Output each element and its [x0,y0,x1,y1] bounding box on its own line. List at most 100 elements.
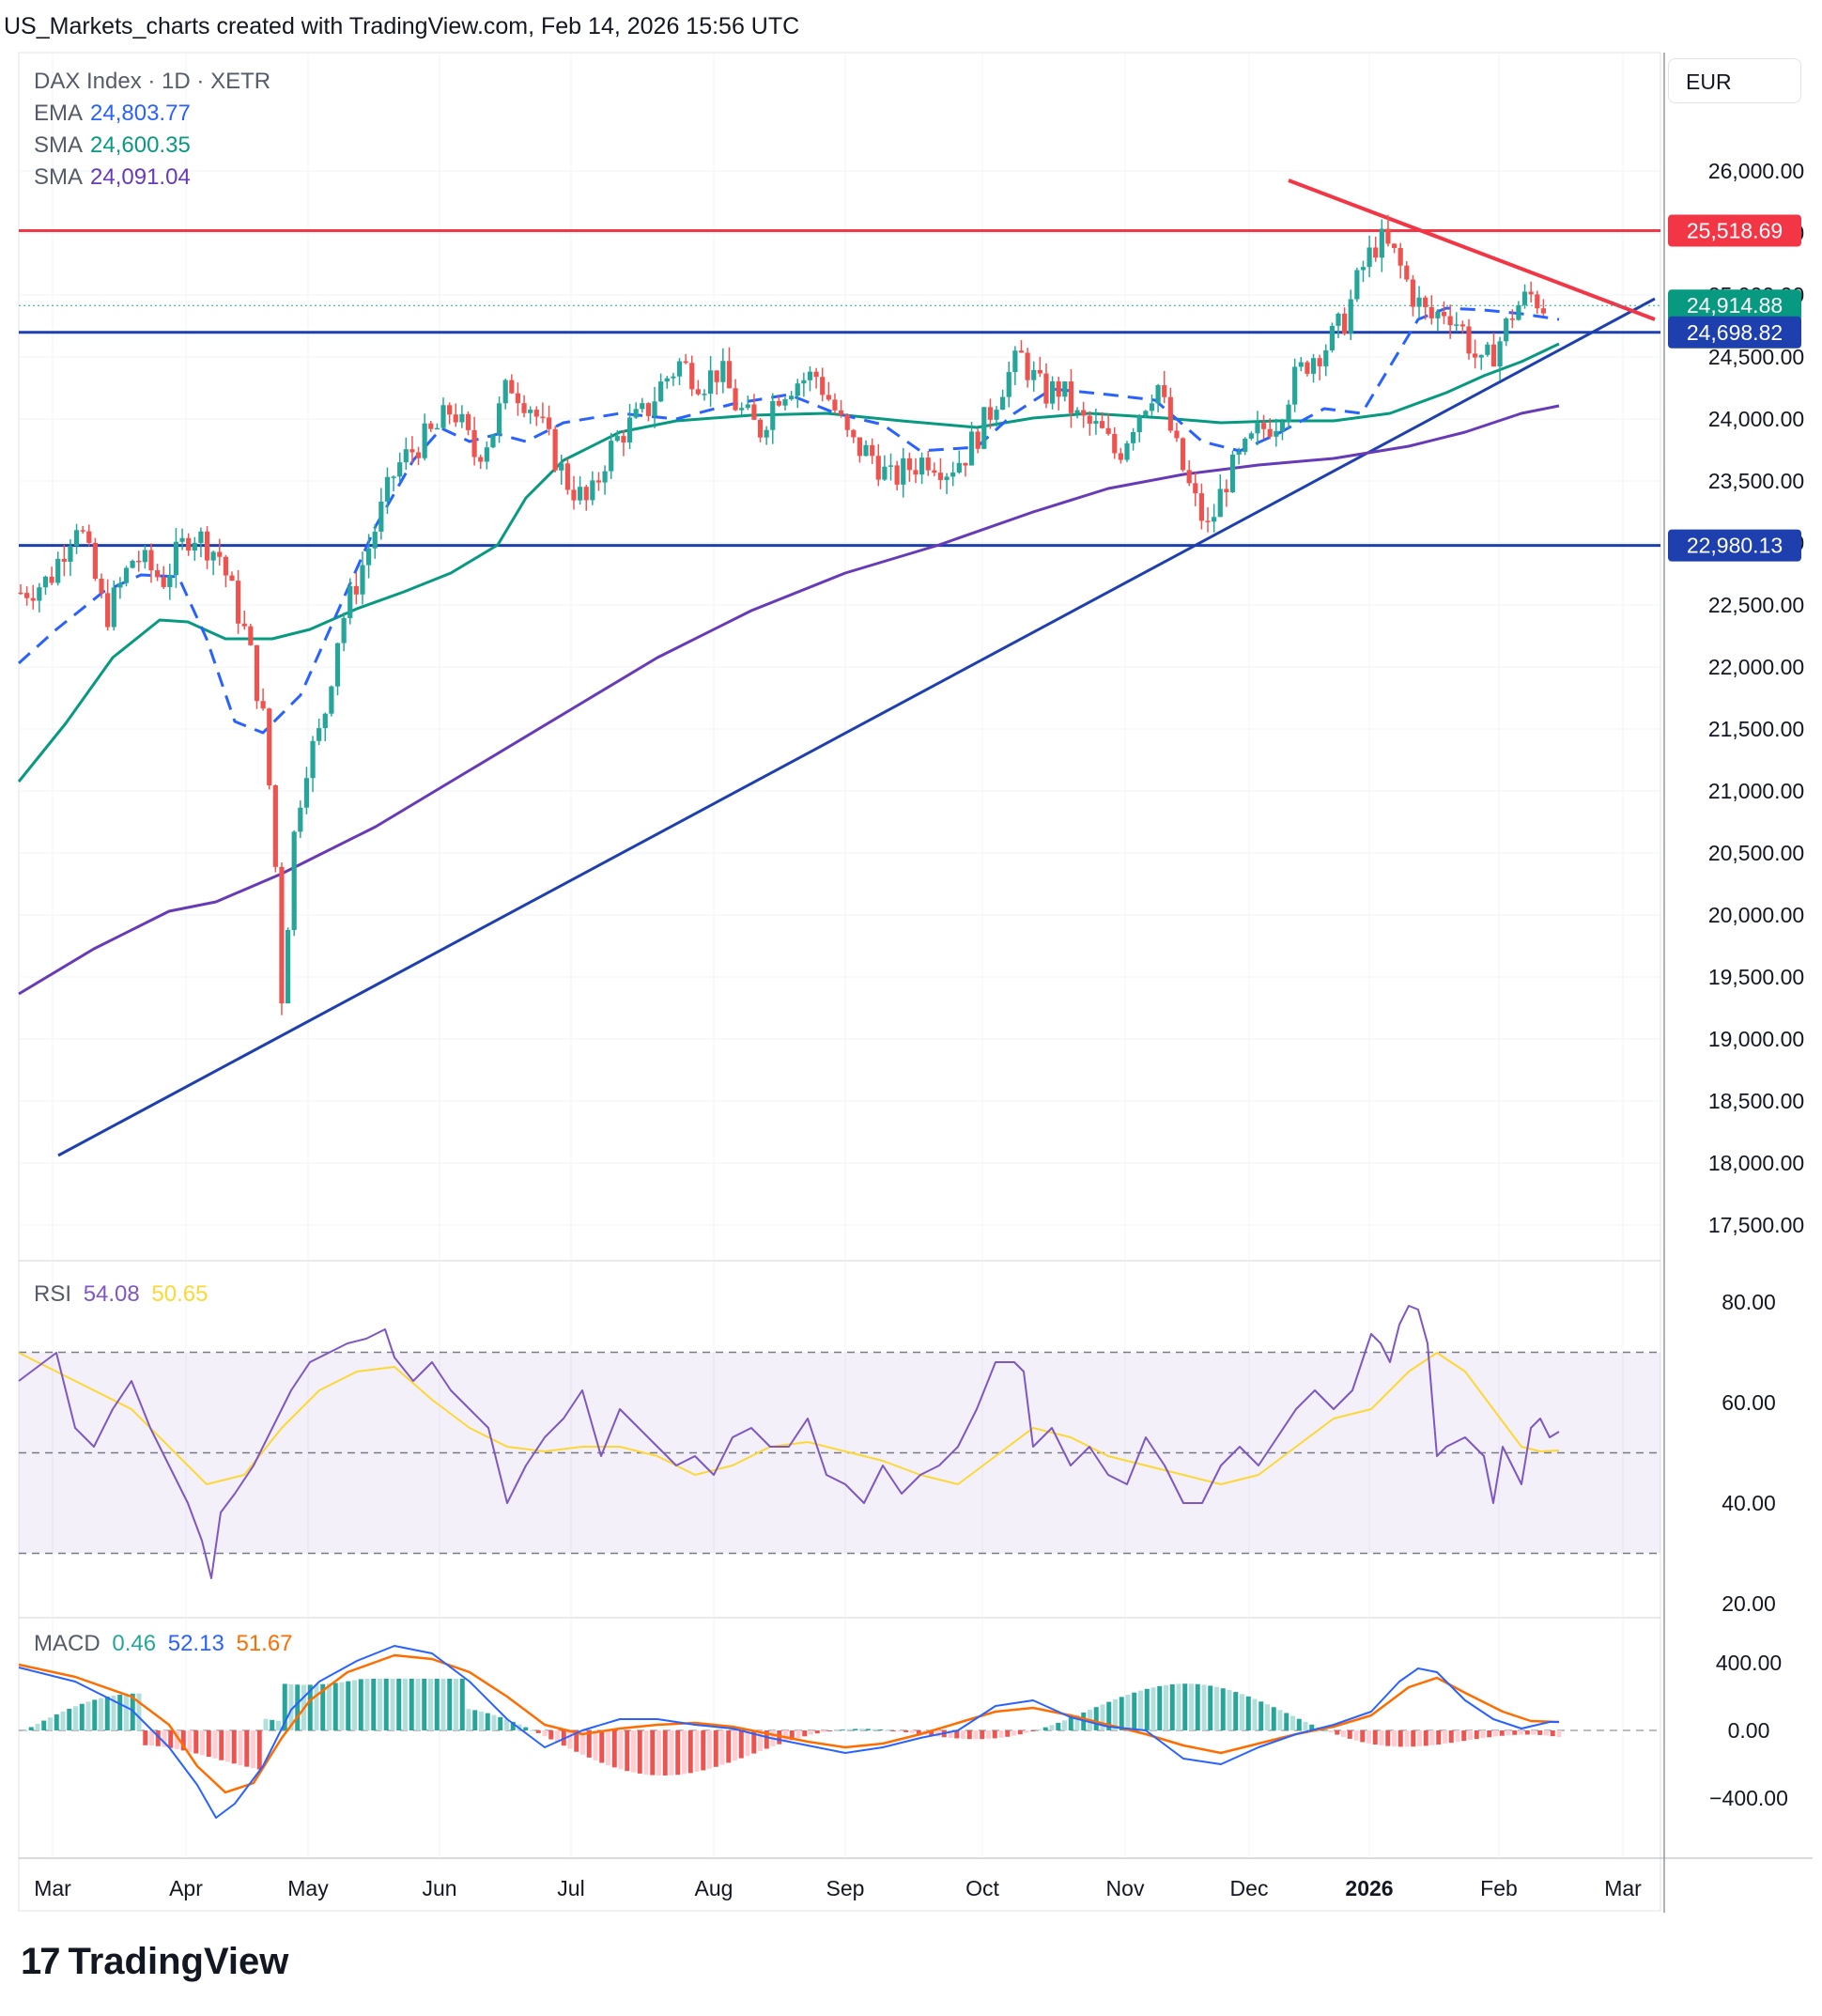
candle-body [540,416,546,419]
tradingview-logo-text: TradingView [68,1941,289,1982]
candle-body [602,471,608,483]
macd-histogram-bar [92,1699,98,1730]
macd-histogram-bar [352,1680,357,1730]
macd-histogram-bar [1220,1688,1226,1730]
candle-body [105,593,111,628]
macd-histogram-bar [1113,1698,1118,1730]
month-tick-label: Aug [695,1876,733,1900]
candle-body [1391,243,1397,248]
rsi-label: RSI [34,1281,72,1307]
macd-histogram-bar [263,1718,269,1730]
candle-body [217,551,223,557]
sma200-label: SMA [34,164,84,190]
candle-body [1478,354,1484,358]
sma200-row[interactable]: SMA 24,091.04 [34,162,270,194]
macd-histogram-bar [542,1730,548,1737]
candle-body [695,389,701,395]
candle-body [925,457,931,471]
currency-selector[interactable]: EUR [1668,58,1801,103]
tradingview-logo[interactable]: 17 TradingView [21,1941,288,1983]
candle-body [148,550,154,571]
macd-histogram-bar [168,1730,174,1748]
macd-histogram-bar [219,1730,224,1760]
candle-body [192,542,197,551]
macd-histogram-bar [713,1730,718,1767]
symbol-label: DAX Index · 1D · XETR [34,69,271,94]
candle-body [1087,415,1092,424]
macd-histogram-bar [212,1730,218,1759]
candle-body [415,452,422,458]
candle-body [1229,454,1236,493]
support-lower-price-tag-bg [1668,529,1801,562]
candle-body [267,708,272,786]
macd-histogram-bar [1366,1730,1371,1744]
macd-histogram-bar [701,1730,706,1771]
candle-body [509,380,515,394]
macd-histogram-bar [1106,1701,1112,1730]
macd-histogram-bar [85,1701,91,1730]
price-tick-label: 17,500.00 [1708,1213,1804,1237]
macd-histogram-bar [827,1730,833,1731]
candle-body [317,728,322,741]
macd-histogram-bar [1195,1683,1200,1730]
macd-histogram-bar [41,1720,47,1730]
macd-histogram-bar [910,1730,915,1733]
macd-histogram-bar [948,1730,953,1738]
macd-hist-value: 0.46 [112,1631,157,1656]
ema-value: 24,803.77 [90,101,191,126]
macd-histogram-bar [136,1693,142,1730]
candle-body [844,414,850,430]
macd-value: 52.13 [167,1631,224,1656]
macd-histogram-bar [859,1729,864,1730]
candle-body [502,380,508,404]
macd-histogram-bar [656,1730,661,1776]
candle-body [322,713,328,729]
macd-histogram-bar [1284,1713,1289,1730]
macd-line [18,1645,1559,1819]
macd-histogram-bar [231,1730,237,1764]
candle-body [117,582,123,588]
rsi-tick-label: 60.00 [1722,1390,1776,1415]
price-tick-label: 19,500.00 [1708,965,1804,989]
candle-body [459,413,465,423]
macd-histogram-bar [1385,1730,1391,1746]
macd-histogram-bar [295,1684,301,1730]
candle-body [782,399,788,406]
sma50-row[interactable]: SMA 24,600.35 [34,130,270,162]
candle-body [61,558,67,562]
macd-histogram-bar [67,1708,72,1730]
candle-body [1459,324,1465,327]
macd-histogram-bar [403,1679,408,1730]
candle-body [1186,470,1192,484]
macd-histogram-bar [1265,1704,1270,1730]
ema-row[interactable]: EMA 24,803.77 [34,98,270,130]
candle-body [1118,453,1123,460]
candle-body [1317,358,1322,366]
candle-body [981,407,987,449]
rsi-legend[interactable]: RSI 54.08 50.65 [34,1281,208,1308]
candle-body [652,401,657,416]
candle-body [372,531,378,549]
macd-histogram-bar [117,1694,123,1730]
sma50-value: 24,600.35 [90,132,191,158]
candle-body [298,807,303,832]
macd-histogram-bar [175,1730,179,1749]
candle-body [888,465,894,467]
macd-histogram-bar [878,1729,884,1731]
macd-histogram-bar [1049,1725,1055,1730]
rising-trendline [57,297,1656,1157]
macd-histogram-bar [593,1730,598,1760]
ema-label: EMA [34,101,84,126]
macd-histogram-bar [23,1730,27,1731]
symbol-row[interactable]: DAX Index · 1D · XETR [34,66,270,98]
price-tick-label: 26,000.00 [1708,159,1804,183]
macd-histogram-bar [567,1730,573,1749]
candle-body [484,447,489,462]
candle-body [179,537,185,542]
candle-body [1336,313,1341,326]
macd-histogram-bar [1512,1730,1518,1735]
candle-body [919,457,925,475]
candle-body [1385,228,1391,244]
macd-legend[interactable]: MACD 0.46 52.13 51.67 [34,1631,293,1657]
